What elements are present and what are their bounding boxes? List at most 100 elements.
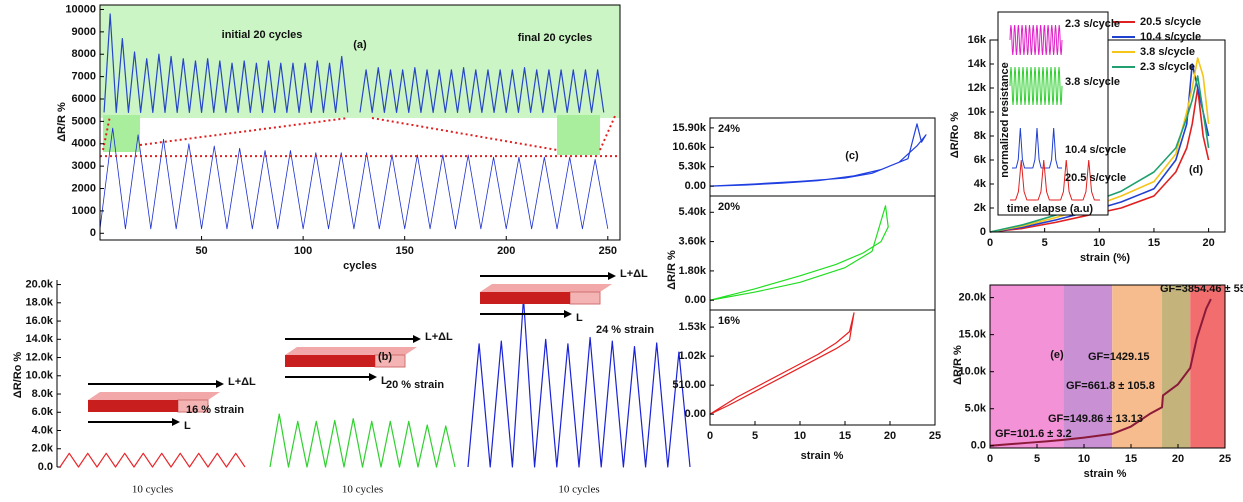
- y-tick-label: 10.0k: [25, 370, 53, 382]
- inset-wave: [1009, 159, 1101, 201]
- inset-wave: [1009, 66, 1063, 106]
- series-line: [989, 57, 1210, 233]
- zoom-line: [599, 115, 616, 151]
- x-axis-label: strain %: [801, 450, 844, 462]
- series-line: [359, 67, 605, 114]
- arrow-head: [369, 373, 377, 381]
- region: [1162, 285, 1191, 448]
- plot-frame: [709, 309, 936, 426]
- strain-label: 24 % strain: [596, 324, 654, 336]
- x-axis-label: 10 cycles: [342, 484, 383, 496]
- arrow-head: [413, 335, 421, 343]
- x-tick-label: 250: [599, 245, 617, 257]
- x-tick-label: 25: [1219, 453, 1231, 465]
- x-tick-label: 5: [1034, 453, 1040, 465]
- series-line: [989, 75, 1210, 233]
- zoom-line: [102, 115, 111, 151]
- y-tick-label: 8.0k: [32, 388, 54, 400]
- x-tick-label: 20: [1172, 453, 1184, 465]
- y-tick-label: 7000: [72, 71, 96, 83]
- y-tick-label: 10000: [65, 3, 96, 15]
- sample-top: [88, 392, 220, 400]
- panel-title: (b): [378, 351, 392, 363]
- inset-label: 10.4 s/cycle: [1065, 144, 1126, 156]
- y-tick-label: 4000: [72, 138, 96, 150]
- x-tick-label: 150: [396, 245, 414, 257]
- region: [1063, 285, 1113, 448]
- inset-wave: [1011, 127, 1063, 169]
- plot-frame: [709, 195, 936, 311]
- inset-axis-label: normalized resistance: [999, 62, 1011, 178]
- inset-label: 20.5 s/cycle: [1065, 172, 1126, 184]
- x-tick-label: 0: [707, 430, 713, 442]
- region: [990, 285, 1064, 448]
- y-tick-label: 0.0: [38, 461, 53, 473]
- plot-frame: [99, 4, 621, 241]
- strain-label: 16 % strain: [186, 404, 244, 416]
- y-tick-label: 0.00: [685, 180, 706, 192]
- x-axis-label: strain (%): [1080, 252, 1130, 264]
- length-label: L: [184, 420, 191, 432]
- panel-title: (a): [353, 39, 367, 51]
- panel-label: 24%: [718, 123, 740, 135]
- series-line: [709, 205, 889, 301]
- series-line: [467, 297, 691, 468]
- inset-frame: [997, 11, 1109, 216]
- panel-label: 16%: [718, 315, 740, 327]
- panel-label: 20%: [718, 201, 740, 213]
- x-axis-label: 10 cycles: [558, 484, 599, 496]
- y-tick-label: 12.0k: [25, 351, 53, 363]
- x-tick-label: 0: [987, 237, 993, 249]
- x-tick-label: 10: [1093, 237, 1105, 249]
- length-label: L+ΔL: [425, 331, 453, 343]
- highlight: [103, 115, 140, 152]
- y-tick-label: 5.0k: [965, 403, 987, 415]
- y-tick-label: 16.0k: [25, 315, 53, 327]
- y-axis-label: ΔR/R %: [56, 102, 68, 142]
- y-tick-label: 15.90k: [672, 122, 707, 134]
- y-tick-label: 18.0k: [25, 297, 53, 309]
- x-tick-label: 5: [1042, 237, 1048, 249]
- x-tick-label: 100: [294, 245, 312, 257]
- y-tick-label: 14k: [968, 58, 987, 70]
- zoom-line: [139, 117, 349, 146]
- gf-annotation: GF=1429.15: [1088, 351, 1149, 363]
- x-tick-label: 10: [794, 430, 806, 442]
- y-tick-label: 8000: [72, 48, 96, 60]
- y-tick-label: 16k: [968, 34, 987, 46]
- gf-annotation: GF=661.8 ± 105.8: [1066, 380, 1155, 392]
- panel-title: (e): [1050, 349, 1064, 361]
- inset-label: final 20 cycles: [518, 32, 593, 44]
- y-tick-label: 2.0k: [32, 443, 54, 455]
- y-tick-label: 20.0k: [958, 292, 986, 304]
- panel-title: (d): [1189, 164, 1203, 176]
- y-axis-label: ΔR/Ro %: [949, 112, 961, 159]
- legend-label: 2.3 s/cycle: [1140, 61, 1195, 73]
- highlight: [557, 115, 600, 155]
- inset-axis-label: time elapse (a.u): [1007, 203, 1094, 215]
- series-line: [989, 298, 1212, 447]
- panel-title: (c): [845, 150, 859, 162]
- x-tick-label: 15: [1125, 453, 1137, 465]
- y-tick-label: 6.0k: [32, 406, 54, 418]
- y-tick-label: 2000: [72, 182, 96, 194]
- x-tick-label: 200: [497, 245, 515, 257]
- y-tick-label: 6k: [974, 154, 987, 166]
- inset-label: 3.8 s/cycle: [1065, 76, 1120, 88]
- y-tick-label: 0: [90, 227, 96, 239]
- y-tick-label: 5.40k: [678, 206, 706, 218]
- y-tick-label: 0.0: [971, 440, 986, 452]
- y-tick-label: 9000: [72, 26, 96, 38]
- y-tick-label: 15.0k: [958, 329, 986, 341]
- zoom-line: [371, 117, 558, 151]
- x-tick-label: 20: [884, 430, 896, 442]
- y-axis-label: ΔR/Ro %: [12, 352, 24, 399]
- y-tick-label: 510.00: [672, 379, 706, 391]
- x-axis-label: 10 cycles: [132, 484, 173, 496]
- x-tick-label: 50: [195, 245, 207, 257]
- series-line: [99, 127, 609, 230]
- y-tick-label: 5.30k: [678, 161, 706, 173]
- gf-annotation: GF=149.86 ± 13.13: [1048, 413, 1143, 425]
- y-tick-label: 0.00: [685, 294, 706, 306]
- y-tick-label: 6000: [72, 93, 96, 105]
